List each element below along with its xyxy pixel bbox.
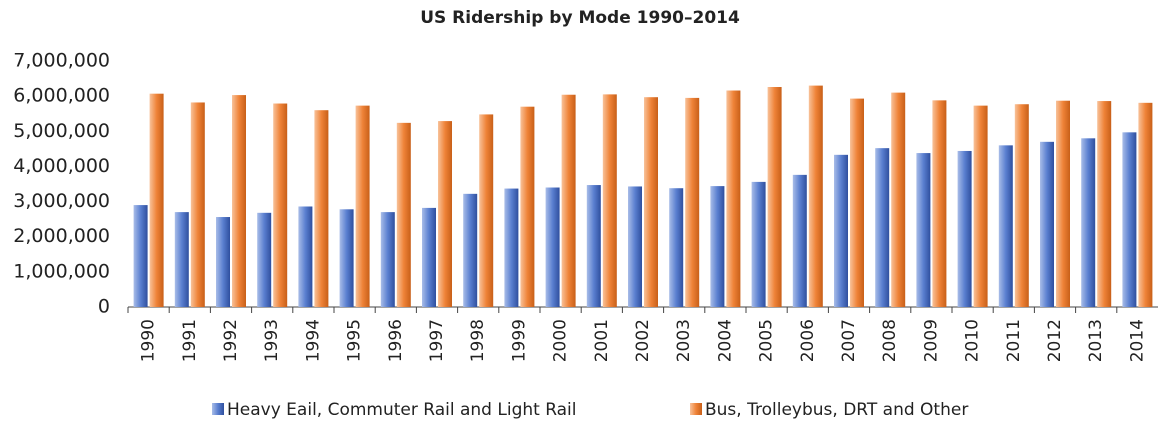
- bar: [298, 206, 313, 307]
- x-tick-label: 2007: [839, 319, 859, 362]
- bar: [273, 103, 288, 307]
- bar: [973, 105, 988, 307]
- bar: [149, 93, 164, 307]
- x-tick-label: 2008: [880, 319, 900, 362]
- bar: [808, 85, 823, 307]
- y-tick-label: 1,000,000: [13, 260, 110, 282]
- bar: [875, 148, 890, 307]
- bar: [628, 186, 642, 307]
- bar: [1122, 132, 1137, 307]
- bar: [355, 105, 370, 307]
- bar: [891, 92, 906, 307]
- bar: [1014, 104, 1029, 308]
- x-tick-label: 2005: [757, 319, 777, 362]
- bar: [396, 122, 411, 307]
- x-tick-label: 2010: [963, 319, 983, 362]
- legend-swatch: [690, 403, 702, 415]
- bar: [463, 193, 478, 307]
- bar: [602, 94, 617, 307]
- x-tick-label: 1998: [468, 319, 488, 362]
- bar: [380, 212, 395, 307]
- bar: [257, 212, 272, 307]
- x-tick-label: 2012: [1045, 319, 1065, 362]
- x-tick-label: 1992: [221, 319, 241, 362]
- y-tick-label: 6,000,000: [13, 85, 110, 107]
- x-tick-label: 1991: [180, 319, 200, 362]
- x-tick-label: 2002: [633, 319, 653, 362]
- legend-label: Bus, Trolleybus, DRT and Other: [705, 400, 968, 420]
- bar: [1138, 102, 1153, 307]
- x-tick-label: 1990: [139, 319, 159, 362]
- bar: [916, 153, 931, 307]
- bar: [314, 110, 329, 307]
- bar: [850, 98, 864, 307]
- x-tick-label: 1993: [262, 319, 282, 362]
- bar: [957, 150, 972, 307]
- x-tick-label: 2003: [674, 319, 694, 362]
- y-tick-label: 3,000,000: [13, 190, 110, 212]
- bar: [932, 100, 947, 307]
- bar: [339, 209, 354, 307]
- bar: [133, 205, 148, 307]
- bar: [586, 185, 601, 307]
- bar: [438, 121, 452, 307]
- bar: [174, 212, 189, 307]
- x-tick-label: 2011: [1004, 319, 1024, 362]
- y-tick-label: 4,000,000: [13, 155, 110, 177]
- y-tick-label: 5,000,000: [13, 120, 110, 142]
- bar: [190, 102, 205, 308]
- bar: [685, 97, 700, 308]
- x-tick-label: 2013: [1086, 319, 1106, 362]
- bar: [422, 207, 436, 307]
- bar: [751, 181, 766, 307]
- x-tick-label: 2004: [715, 319, 735, 362]
- bar: [1056, 100, 1070, 307]
- bar: [710, 186, 725, 307]
- y-tick-label: 0: [98, 296, 110, 318]
- bar: [834, 154, 848, 307]
- bar: [998, 145, 1013, 307]
- bar: [561, 94, 576, 307]
- bar: [232, 95, 246, 308]
- y-tick-label: 2,000,000: [13, 225, 110, 247]
- legend-label: Heavy Eail, Commuter Rail and Light Rail: [227, 400, 577, 420]
- legend-swatch: [212, 403, 224, 415]
- bar: [216, 217, 230, 307]
- x-tick-label: 1994: [303, 319, 323, 362]
- y-tick-label: 7,000,000: [13, 50, 110, 72]
- bar: [1097, 101, 1112, 307]
- chart-title: US Ridership by Mode 1990–2014: [420, 8, 740, 28]
- bar: [1081, 138, 1096, 307]
- bar: [644, 97, 658, 307]
- x-tick-label: 2009: [921, 319, 941, 362]
- x-tick-label: 2000: [551, 319, 571, 362]
- bar: [669, 188, 684, 307]
- bar: [1040, 141, 1054, 307]
- x-tick-label: 1997: [427, 319, 447, 362]
- bar: [504, 188, 519, 307]
- x-tick-label: 1995: [345, 319, 365, 362]
- bar: [792, 174, 807, 307]
- x-tick-label: 2006: [798, 319, 818, 362]
- bar: [545, 187, 560, 307]
- bar: [520, 106, 535, 307]
- bar: [767, 87, 782, 308]
- bar: [726, 90, 741, 308]
- x-tick-label: 1996: [386, 319, 406, 362]
- x-tick-label: 2001: [592, 319, 612, 362]
- x-tick-label: 1999: [509, 319, 529, 362]
- x-tick-label: 2014: [1127, 319, 1147, 362]
- bar: [479, 114, 494, 307]
